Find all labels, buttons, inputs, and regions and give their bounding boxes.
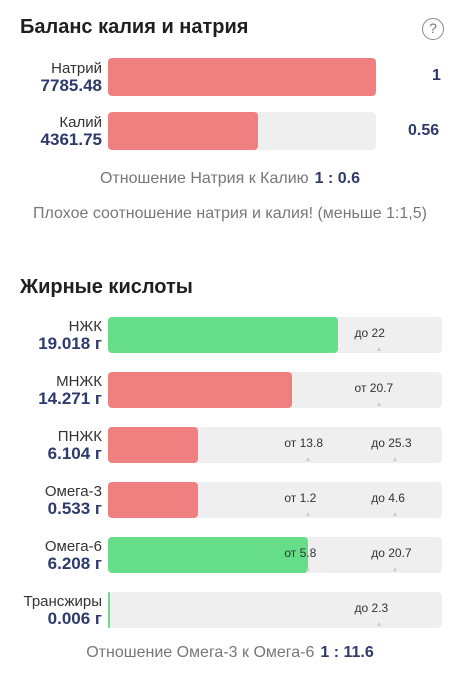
fatty-acid-bar-fill xyxy=(108,372,292,408)
fatty-acid-label: Омега-3 xyxy=(44,483,102,500)
sodium-potassium-ratio: Отношение Натрия к Калию 1 : 0.6 xyxy=(0,170,460,188)
fatty-acid-norm-mark: от 20.7 xyxy=(354,381,394,395)
fatty-acid-norm-mark: от 13.8 xyxy=(284,436,323,450)
fatty-acid-value: 14.271 г xyxy=(38,389,102,408)
norm-tick-icon xyxy=(376,347,381,351)
fatty-acid-bar: от 1.2 до 4.6 xyxy=(108,482,442,518)
fatty-acid-label: Трансжиры xyxy=(23,593,103,610)
fatty-acid-label: МНЖК xyxy=(56,373,102,390)
fatty-acid-bar: от 5.8 до 20.7 xyxy=(108,537,442,573)
omega-ratio-value: 1 : 11.6 xyxy=(320,644,374,661)
fatty-acid-bar: от 20.7 xyxy=(108,372,442,408)
norm-tick-icon xyxy=(376,402,381,406)
fatty-acid-bar-fill xyxy=(108,427,199,463)
fatty-acid-bar: до 2.3 xyxy=(108,592,442,628)
fatty-acid-bar: от 13.8 до 25.3 xyxy=(108,427,442,463)
fatty-acid-bar-fill xyxy=(108,537,309,573)
fatty-acid-norm-mark: до 20.7 xyxy=(371,546,412,560)
norm-tick-icon xyxy=(393,512,398,516)
fatty-acid-norm-mark: от 1.2 xyxy=(284,491,317,505)
fatty-acid-bar-fill xyxy=(108,482,199,518)
norm-tick-icon xyxy=(393,567,398,571)
fatty-acid-norm-mark: до 25.3 xyxy=(371,436,412,450)
fatty-acid-label: Омега-6 xyxy=(44,538,102,555)
norm-tick-icon xyxy=(306,512,311,516)
potassium-bar-fill xyxy=(108,112,259,150)
fatty-acid-value: 6.104 г xyxy=(47,444,102,463)
balance-warning: Плохое соотношение натрия и калия! (мень… xyxy=(33,205,427,222)
sodium-potassium-ratio-value: 1 : 0.6 xyxy=(314,170,361,187)
potassium-label: Калий xyxy=(59,114,102,131)
potassium-value: 4361.75 xyxy=(40,130,102,149)
fatty-acid-label: ПНЖК xyxy=(57,428,102,445)
fatty-acid-label: НЖК xyxy=(68,318,102,335)
sodium-ratio: 1 xyxy=(432,67,441,84)
fatty-acid-bar-fill xyxy=(108,592,110,628)
sodium-bar xyxy=(108,58,376,96)
sodium-potassium-ratio-label: Отношение Натрия к Калию xyxy=(99,170,309,187)
fatty-acid-norm-mark: до 2.3 xyxy=(354,601,389,615)
potassium-ratio: 0.56 xyxy=(408,122,440,139)
fatty-acid-value: 6.208 г xyxy=(47,554,102,573)
omega-ratio: Отношение Омега-3 к Омега-6 1 : 11.6 xyxy=(0,644,460,662)
sodium-value: 7785.48 xyxy=(40,76,102,95)
sodium-bar-fill xyxy=(108,58,376,96)
norm-tick-icon xyxy=(376,622,381,626)
fatty-acid-norm-mark: до 22 xyxy=(354,326,385,340)
fatty-acid-value: 19.018 г xyxy=(38,334,102,353)
fatty-acid-bar: до 22 xyxy=(108,317,442,353)
norm-tick-icon xyxy=(306,457,311,461)
sodium-label: Натрий xyxy=(51,60,102,77)
fatty-acid-value: 0.006 г xyxy=(47,609,102,628)
fatty-acids-title: Жирные кислоты xyxy=(20,276,193,298)
norm-tick-icon xyxy=(393,457,398,461)
fatty-acid-norm-mark: от 5.8 xyxy=(284,546,317,560)
omega-ratio-label: Отношение Омега-3 к Омега-6 xyxy=(86,644,315,661)
fatty-acid-norm-mark: до 4.6 xyxy=(371,491,405,505)
balance-section-title: Баланс калия и натрия xyxy=(20,16,249,38)
help-icon[interactable]: ? xyxy=(422,18,444,40)
norm-tick-icon xyxy=(306,567,311,571)
fatty-acid-value: 0.533 г xyxy=(47,499,102,518)
potassium-bar xyxy=(108,112,376,150)
fatty-acid-bar-fill xyxy=(108,317,339,353)
